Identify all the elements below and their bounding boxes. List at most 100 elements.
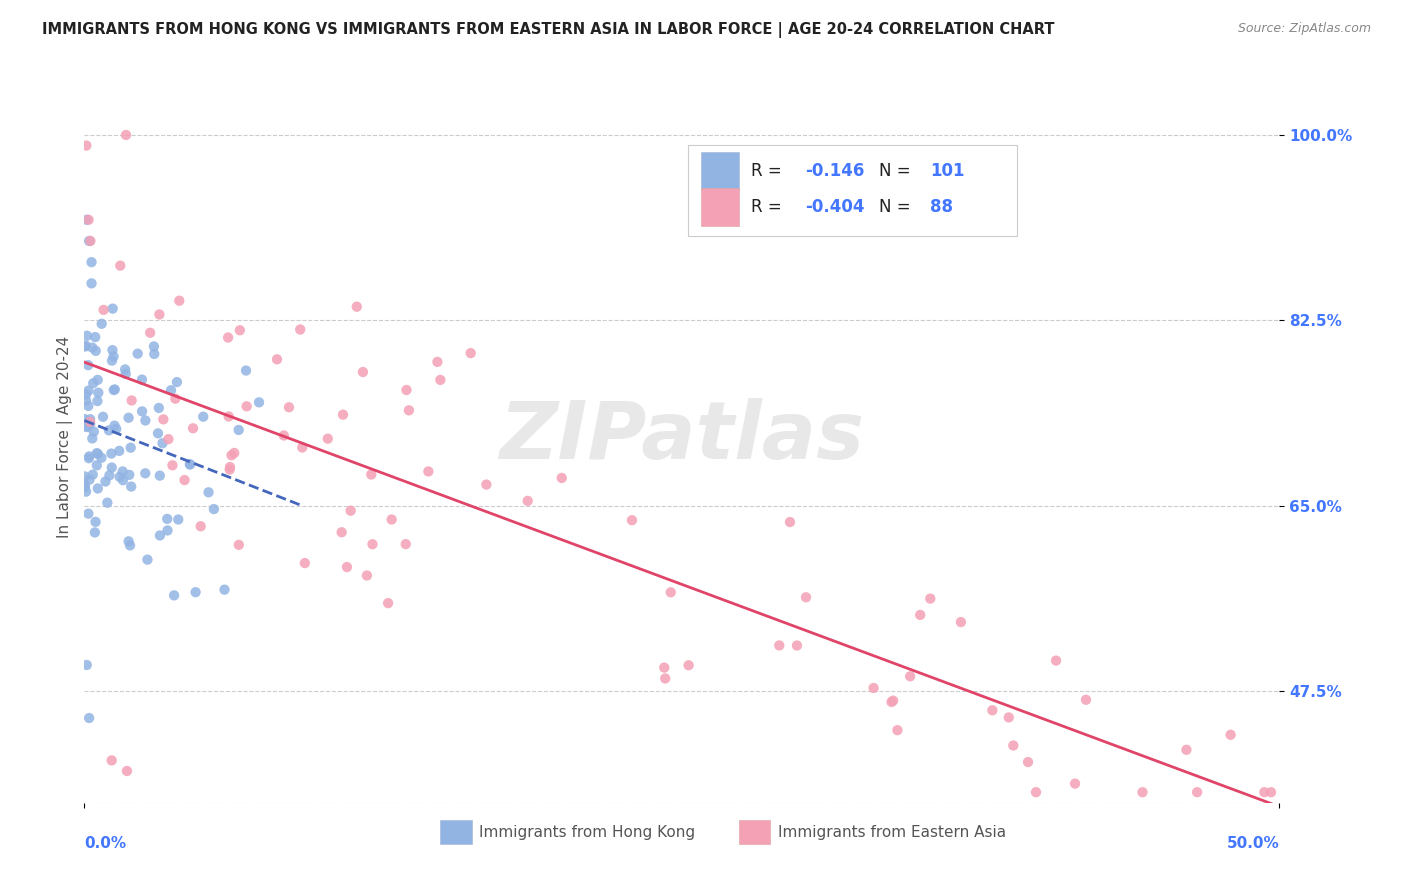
Point xyxy=(77,399,100,413)
Point xyxy=(108,470,131,484)
Point xyxy=(104,383,127,397)
Point xyxy=(136,552,159,566)
Point xyxy=(219,460,242,475)
Point xyxy=(179,458,201,472)
Point xyxy=(80,255,103,269)
Point xyxy=(111,465,134,479)
Point xyxy=(117,410,139,425)
Point xyxy=(620,513,643,527)
Point xyxy=(214,582,236,597)
Point xyxy=(352,365,374,379)
Text: 101: 101 xyxy=(931,161,965,179)
Point xyxy=(294,556,316,570)
Point xyxy=(1064,776,1087,790)
Point xyxy=(224,446,246,460)
Point xyxy=(76,658,98,673)
Point xyxy=(398,403,420,417)
Point xyxy=(516,494,538,508)
Point xyxy=(332,408,354,422)
Point xyxy=(1253,785,1275,799)
Point xyxy=(76,328,98,343)
Point xyxy=(101,301,124,316)
Point xyxy=(235,363,257,377)
Point xyxy=(75,393,97,408)
Point xyxy=(93,302,115,317)
Point xyxy=(87,482,110,496)
Point xyxy=(273,428,295,442)
Point xyxy=(157,432,180,446)
Point xyxy=(101,353,124,368)
Point xyxy=(101,343,124,358)
Point xyxy=(152,436,174,450)
Point xyxy=(97,423,120,437)
Point xyxy=(1074,692,1097,706)
Point xyxy=(1132,785,1154,799)
Point xyxy=(165,392,187,406)
Point xyxy=(98,468,121,483)
Point xyxy=(118,467,141,482)
Point xyxy=(167,512,190,526)
Point xyxy=(779,515,801,529)
Point xyxy=(87,385,110,400)
Point xyxy=(142,339,165,353)
Point xyxy=(228,423,250,437)
Point xyxy=(794,591,817,605)
Point xyxy=(316,432,339,446)
Point xyxy=(217,330,239,344)
Point xyxy=(218,409,240,424)
Point xyxy=(84,343,107,358)
Point xyxy=(659,585,682,599)
Point xyxy=(1025,785,1047,799)
Point xyxy=(96,496,118,510)
FancyBboxPatch shape xyxy=(440,820,471,845)
Text: Source: ZipAtlas.com: Source: ZipAtlas.com xyxy=(1237,22,1371,36)
Point xyxy=(115,764,138,778)
Point xyxy=(981,703,1004,717)
Point xyxy=(429,373,451,387)
Point xyxy=(100,753,122,767)
Point xyxy=(94,475,117,489)
Point xyxy=(82,467,104,482)
Point xyxy=(134,413,156,427)
Point xyxy=(418,465,440,479)
Point xyxy=(117,534,139,549)
Point xyxy=(156,512,179,526)
Point xyxy=(75,419,97,434)
Point xyxy=(1002,739,1025,753)
Point xyxy=(291,441,314,455)
Text: Immigrants from Eastern Asia: Immigrants from Eastern Asia xyxy=(778,824,1005,839)
Point xyxy=(330,525,353,540)
Point xyxy=(73,469,96,483)
Point xyxy=(114,367,136,381)
Point xyxy=(86,394,108,409)
Point xyxy=(395,383,418,397)
Point xyxy=(103,418,125,433)
Point xyxy=(139,326,162,340)
Point xyxy=(152,412,174,426)
Point xyxy=(339,504,361,518)
Point xyxy=(76,420,98,434)
Point xyxy=(551,471,574,485)
Point xyxy=(77,507,100,521)
Point xyxy=(173,473,195,487)
Point xyxy=(75,387,97,401)
Point xyxy=(184,585,207,599)
Point xyxy=(131,404,153,418)
Point xyxy=(77,384,100,398)
Point xyxy=(114,362,136,376)
Point xyxy=(426,355,449,369)
Point xyxy=(131,373,153,387)
Point xyxy=(75,480,97,494)
Point xyxy=(115,128,138,142)
Point xyxy=(100,460,122,475)
Point xyxy=(229,323,252,337)
Point xyxy=(75,484,97,499)
Point xyxy=(654,672,676,686)
Point xyxy=(786,639,808,653)
Point xyxy=(84,515,107,529)
Point xyxy=(77,234,100,248)
Point xyxy=(460,346,482,360)
Point xyxy=(148,401,170,415)
Point xyxy=(143,347,166,361)
Point xyxy=(75,339,97,353)
